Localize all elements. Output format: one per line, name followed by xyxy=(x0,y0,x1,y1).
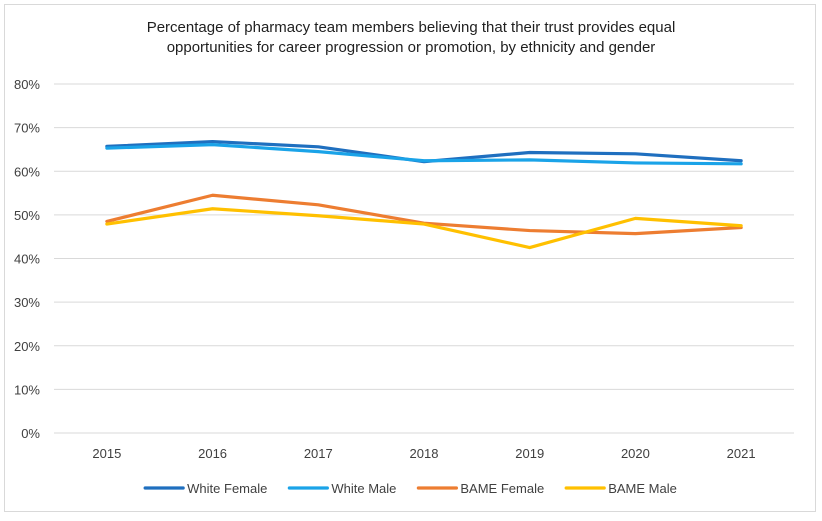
y-tick-label: 40% xyxy=(14,252,40,267)
legend-label-white-male: White Male xyxy=(331,481,396,496)
x-tick-label: 2016 xyxy=(198,446,227,461)
chart-title-line-1: Percentage of pharmacy team members beli… xyxy=(146,19,676,36)
legend-label-bame-female: BAME Female xyxy=(460,481,544,496)
series-lines xyxy=(105,139,743,250)
y-tick-label: 20% xyxy=(14,339,40,354)
x-tick-label: 2020 xyxy=(621,446,650,461)
legend-item-bame-male: BAME Male xyxy=(564,481,677,496)
x-tick-label: 2021 xyxy=(727,446,756,461)
chart-title: Percentage of pharmacy team members beli… xyxy=(0,18,822,58)
gridlines xyxy=(54,83,794,434)
series-line-white-male xyxy=(105,143,743,166)
y-axis-tick-labels: 0% 10% 20% 30% 40% 50% 60% 70% 80% xyxy=(14,77,40,441)
x-tick-label: 2019 xyxy=(515,446,544,461)
x-tick-label: 2015 xyxy=(92,446,121,461)
legend-label-bame-male: BAME Male xyxy=(608,481,677,496)
legend-label-white-female: White Female xyxy=(187,481,267,496)
x-axis-tick-labels: 2015 2016 2017 2018 2019 2020 2021 xyxy=(92,446,755,461)
series-line-bame-male xyxy=(105,207,743,250)
legend-item-white-male: White Male xyxy=(287,481,396,496)
x-tick-label: 2018 xyxy=(410,446,439,461)
y-tick-label: 0% xyxy=(21,426,40,441)
y-tick-label: 30% xyxy=(14,295,40,310)
chart-title-line-2: opportunities for career progression or … xyxy=(166,39,656,56)
legend-item-bame-female: BAME Female xyxy=(416,481,544,496)
y-tick-label: 70% xyxy=(14,121,40,136)
y-tick-label: 50% xyxy=(14,208,40,223)
x-tick-label: 2017 xyxy=(304,446,333,461)
y-tick-label: 80% xyxy=(14,77,40,92)
y-tick-label: 60% xyxy=(14,164,40,179)
legend: White Female White Male BAME Female BAME Ma… xyxy=(143,481,677,496)
legend-item-white-female: White Female xyxy=(143,481,267,496)
y-tick-label: 10% xyxy=(14,382,40,397)
